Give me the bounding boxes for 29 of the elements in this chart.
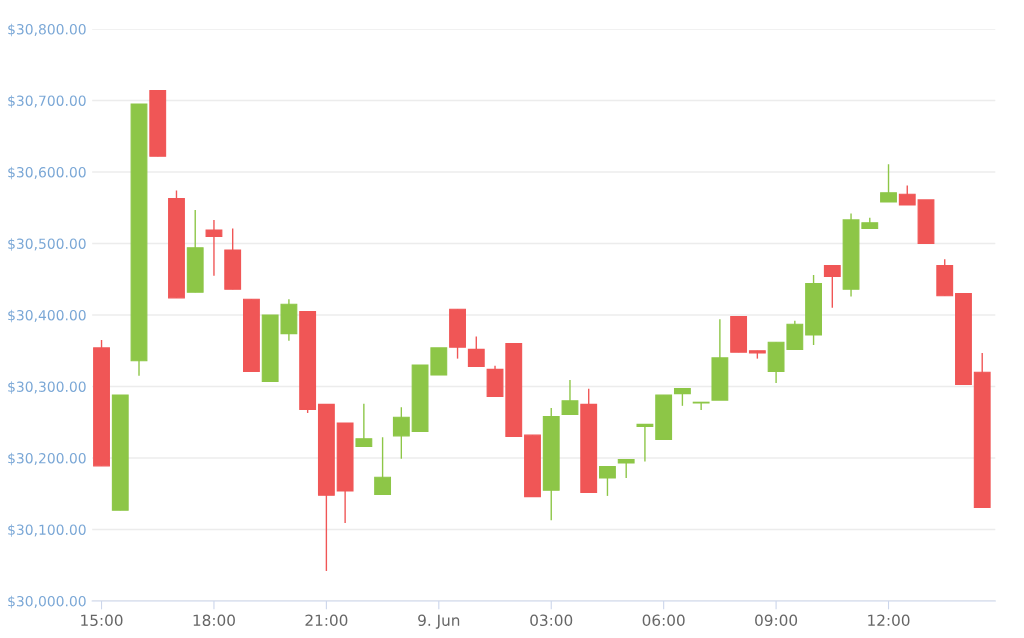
x-tick-label: 12:00 bbox=[868, 614, 910, 627]
x-tick-label: 06:00 bbox=[642, 614, 685, 627]
x-tick-label: 9. Jun bbox=[418, 614, 460, 629]
y-tick-label: $30,100.00 bbox=[8, 524, 86, 537]
y-tick-label: $30,600.00 bbox=[8, 166, 86, 180]
y-tick-label: $30,300.00 bbox=[8, 381, 86, 394]
candlestick bbox=[823, 264, 841, 309]
candlestick bbox=[374, 436, 392, 496]
y-tick-label: $30,800.00 bbox=[8, 23, 86, 37]
y-tick-label: $30,500.00 bbox=[8, 238, 86, 251]
candlestick bbox=[599, 465, 616, 497]
candlestick bbox=[355, 402, 373, 448]
x-tick-label: 18:00 bbox=[193, 614, 235, 627]
x-tick-label: 09:00 bbox=[755, 614, 798, 627]
candlestick bbox=[561, 379, 579, 416]
candlestick bbox=[467, 335, 485, 368]
y-tick-label: $30,000.00 bbox=[8, 595, 86, 609]
candlestick bbox=[205, 219, 223, 277]
y-tick-label: $30,400.00 bbox=[8, 309, 86, 323]
candlestick bbox=[617, 458, 635, 479]
x-tick-label: 15:00 bbox=[81, 614, 123, 627]
candlestick bbox=[636, 423, 654, 463]
y-tick-label: $30,200.00 bbox=[8, 452, 86, 466]
candlestick bbox=[880, 163, 897, 203]
x-tick-label: 03:00 bbox=[530, 614, 573, 627]
candlestick bbox=[692, 401, 710, 411]
candlestick bbox=[392, 406, 410, 460]
y-tick-label: $30,700.00 bbox=[8, 95, 86, 108]
x-tick-label: 21:00 bbox=[305, 614, 348, 627]
